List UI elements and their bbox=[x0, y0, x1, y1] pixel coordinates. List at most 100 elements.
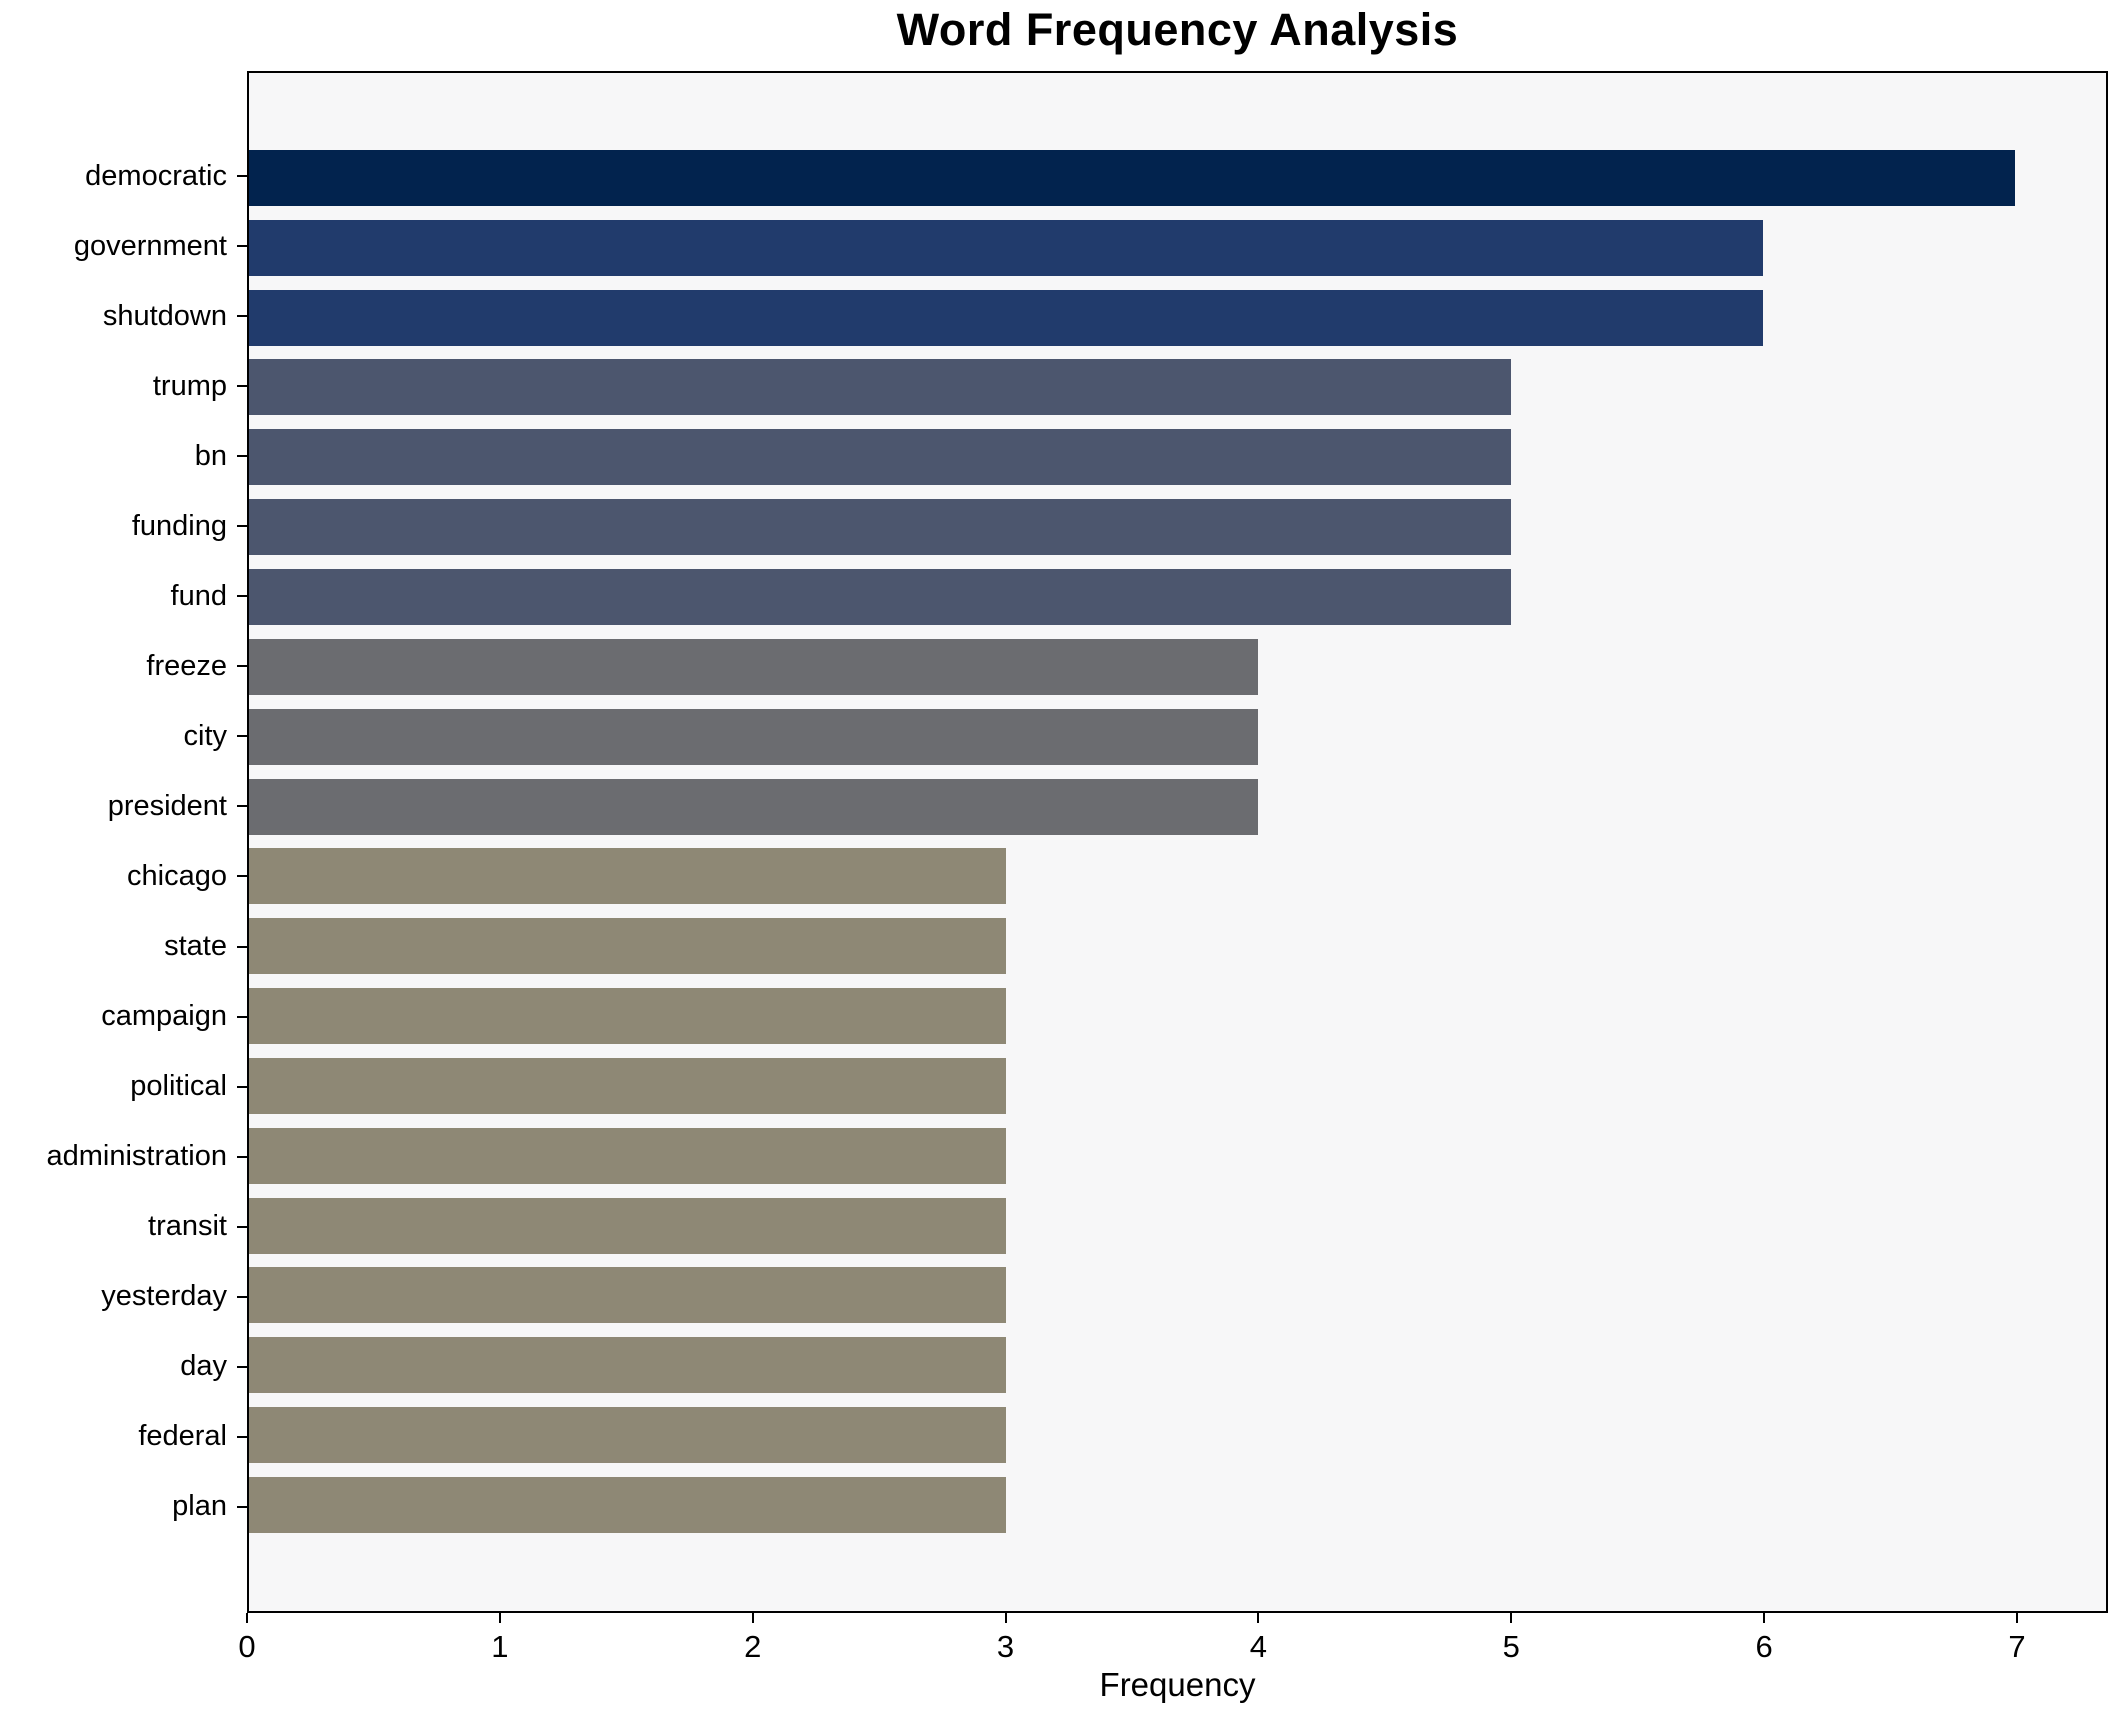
x-tick-mark bbox=[1763, 1613, 1766, 1623]
bar-day bbox=[249, 1337, 1006, 1394]
bar-row-funding bbox=[249, 492, 2106, 562]
bar-chicago bbox=[249, 848, 1006, 905]
y-tick-mark bbox=[237, 315, 247, 318]
y-label-row-city: city bbox=[0, 701, 247, 771]
y-tick-label-yesterday: yesterday bbox=[101, 1280, 227, 1313]
x-tick-label-1: 1 bbox=[491, 1629, 509, 1664]
bar-freeze bbox=[249, 638, 1259, 695]
y-tick-mark bbox=[237, 1015, 247, 1018]
bar-row-federal bbox=[249, 1400, 2106, 1470]
y-label-row-democratic: democratic bbox=[0, 141, 247, 211]
y-label-row-funding: funding bbox=[0, 491, 247, 561]
x-tick-mark bbox=[1257, 1613, 1260, 1623]
bar-row-day bbox=[249, 1330, 2106, 1400]
bar-yesterday bbox=[249, 1267, 1006, 1324]
x-tick-mark bbox=[498, 1613, 501, 1623]
y-tick-mark bbox=[237, 945, 247, 948]
y-axis-labels: democratic government shutdown trump bn fundi… bbox=[0, 141, 247, 1542]
x-tick-label-4: 4 bbox=[1249, 1629, 1268, 1664]
bar-fund bbox=[249, 568, 1511, 625]
bar-row-shutdown bbox=[249, 283, 2106, 353]
y-tick-label-federal: federal bbox=[138, 1420, 227, 1453]
bar-row-yesterday bbox=[249, 1261, 2106, 1331]
bar-plan bbox=[249, 1476, 1006, 1533]
x-axis-label: Frequency bbox=[1099, 1666, 1256, 1703]
y-label-row-fund: fund bbox=[0, 561, 247, 631]
y-tick-label-shutdown: shutdown bbox=[102, 299, 227, 332]
bar-row-fund bbox=[249, 562, 2106, 632]
bar-row-government bbox=[249, 213, 2106, 283]
bar-president bbox=[249, 778, 1259, 835]
bar-row-administration bbox=[249, 1121, 2106, 1191]
y-tick-label-fund: fund bbox=[170, 579, 227, 612]
bar-political bbox=[249, 1057, 1006, 1114]
y-label-row-yesterday: yesterday bbox=[0, 1262, 247, 1332]
y-tick-label-state: state bbox=[164, 930, 227, 963]
bar-row-campaign bbox=[249, 981, 2106, 1051]
bar-bn bbox=[249, 429, 1511, 486]
bar-row-city bbox=[249, 702, 2106, 772]
x-tick-label-6: 6 bbox=[1755, 1629, 1773, 1664]
bar-row-state bbox=[249, 911, 2106, 981]
y-label-row-bn: bn bbox=[0, 421, 247, 491]
bar-state bbox=[249, 918, 1006, 975]
y-tick-label-day: day bbox=[180, 1350, 227, 1383]
y-tick-label-chicago: chicago bbox=[127, 859, 227, 892]
y-tick-mark bbox=[237, 245, 247, 248]
x-tick-label-2: 2 bbox=[744, 1629, 762, 1664]
y-tick-label-campaign: campaign bbox=[101, 1000, 227, 1033]
y-tick-label-city: city bbox=[183, 719, 228, 752]
bars-stack bbox=[249, 143, 2106, 1540]
x-tick-label-0: 0 bbox=[238, 1629, 256, 1664]
y-tick-mark bbox=[237, 1295, 247, 1298]
y-label-row-trump: trump bbox=[0, 351, 247, 421]
y-label-row-president: president bbox=[0, 771, 247, 841]
y-tick-label-funding: funding bbox=[131, 509, 227, 542]
x-tick-mark bbox=[2015, 1613, 2018, 1623]
y-tick-label-president: president bbox=[107, 789, 227, 822]
y-tick-mark bbox=[237, 1435, 247, 1438]
y-tick-mark bbox=[237, 665, 247, 668]
y-tick-label-administration: administration bbox=[46, 1140, 227, 1173]
y-label-row-government: government bbox=[0, 211, 247, 281]
bar-row-democratic bbox=[249, 143, 2106, 213]
y-tick-label-trump: trump bbox=[152, 369, 227, 402]
bar-campaign bbox=[249, 988, 1006, 1045]
y-label-row-day: day bbox=[0, 1332, 247, 1402]
y-tick-label-plan: plan bbox=[172, 1490, 227, 1523]
y-tick-label-bn: bn bbox=[194, 439, 227, 472]
bar-trump bbox=[249, 359, 1511, 416]
y-tick-mark bbox=[237, 175, 247, 178]
y-tick-label-transit: transit bbox=[148, 1210, 227, 1243]
y-tick-mark bbox=[237, 1225, 247, 1228]
y-tick-mark bbox=[237, 385, 247, 388]
x-tick-label-7: 7 bbox=[2008, 1629, 2026, 1664]
bar-row-transit bbox=[249, 1191, 2106, 1261]
y-tick-label-political: political bbox=[130, 1070, 227, 1103]
bar-row-freeze bbox=[249, 632, 2106, 702]
y-label-row-campaign: campaign bbox=[0, 982, 247, 1052]
bar-democratic bbox=[249, 149, 2016, 206]
bar-row-plan bbox=[249, 1470, 2106, 1540]
y-tick-mark bbox=[237, 1155, 247, 1158]
y-label-row-shutdown: shutdown bbox=[0, 281, 247, 351]
bar-federal bbox=[249, 1407, 1006, 1464]
y-label-row-plan: plan bbox=[0, 1472, 247, 1542]
x-tick-label-5: 5 bbox=[1502, 1629, 1520, 1664]
y-label-row-freeze: freeze bbox=[0, 631, 247, 701]
y-tick-mark bbox=[237, 525, 247, 528]
x-tick-mark bbox=[1510, 1613, 1513, 1623]
bar-government bbox=[249, 219, 1763, 276]
y-label-row-political: political bbox=[0, 1052, 247, 1122]
y-tick-mark bbox=[237, 1505, 247, 1508]
bar-row-chicago bbox=[249, 841, 2106, 911]
bar-transit bbox=[249, 1197, 1006, 1254]
y-tick-mark bbox=[237, 735, 247, 738]
y-label-row-chicago: chicago bbox=[0, 841, 247, 911]
x-tick-mark bbox=[246, 1613, 248, 1623]
y-tick-mark bbox=[237, 455, 247, 458]
chart-title: Word Frequency Analysis bbox=[896, 4, 1459, 55]
y-tick-label-democratic: democratic bbox=[85, 159, 227, 192]
bar-row-president bbox=[249, 772, 2106, 842]
